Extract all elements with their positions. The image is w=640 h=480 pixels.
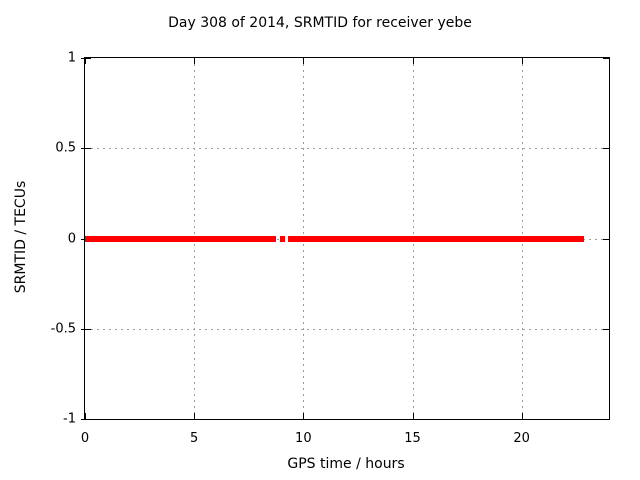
x-tick-label: 20 [513,431,530,446]
y-tick-label: 0.5 [55,140,76,156]
y-tick-mark [81,148,91,150]
y-tick-mark [81,328,91,330]
data-segment [280,235,285,242]
chart-title: Day 308 of 2014, SRMTID for receiver yeb… [168,15,472,31]
y-tick-mark [603,58,609,59]
x-tick-mark [194,58,196,64]
x-tick-mark [521,413,523,419]
y-tick-label: 0 [67,231,76,246]
y-tick-mark [603,148,609,150]
x-tick-mark [85,413,86,419]
x-tick-mark [85,58,86,64]
y-tick-label: -1 [63,411,76,427]
x-tick-label: 15 [404,431,421,446]
x-tick-label: 5 [190,431,199,446]
y-tick-label: 1 [67,50,76,66]
x-tick-mark [303,413,305,419]
y-axis-label: SRMTID / TECUs [13,180,29,294]
data-segment [85,235,277,242]
x-axis-label: GPS time / hours [287,456,405,472]
x-tick-label: 0 [80,431,90,446]
y-tick-mark [81,419,91,420]
x-tick-mark [303,58,305,64]
y-tick-mark [81,58,91,59]
y-tick-mark [603,419,609,420]
plot-area: 0 5 10 15 20 -1 -0.5 0 0.5 1 [51,51,610,446]
x-tick-mark [412,413,414,419]
y-tick-mark [603,238,609,240]
y-gridline [85,328,609,330]
y-tick-mark [603,328,609,330]
data-segment [288,235,585,242]
x-tick-label: 10 [295,431,312,446]
x-tick-mark [412,58,414,64]
y-tick-label: -0.5 [50,321,76,337]
y-gridline [85,148,609,150]
x-tick-mark [521,58,523,64]
x-tick-mark [194,413,196,419]
